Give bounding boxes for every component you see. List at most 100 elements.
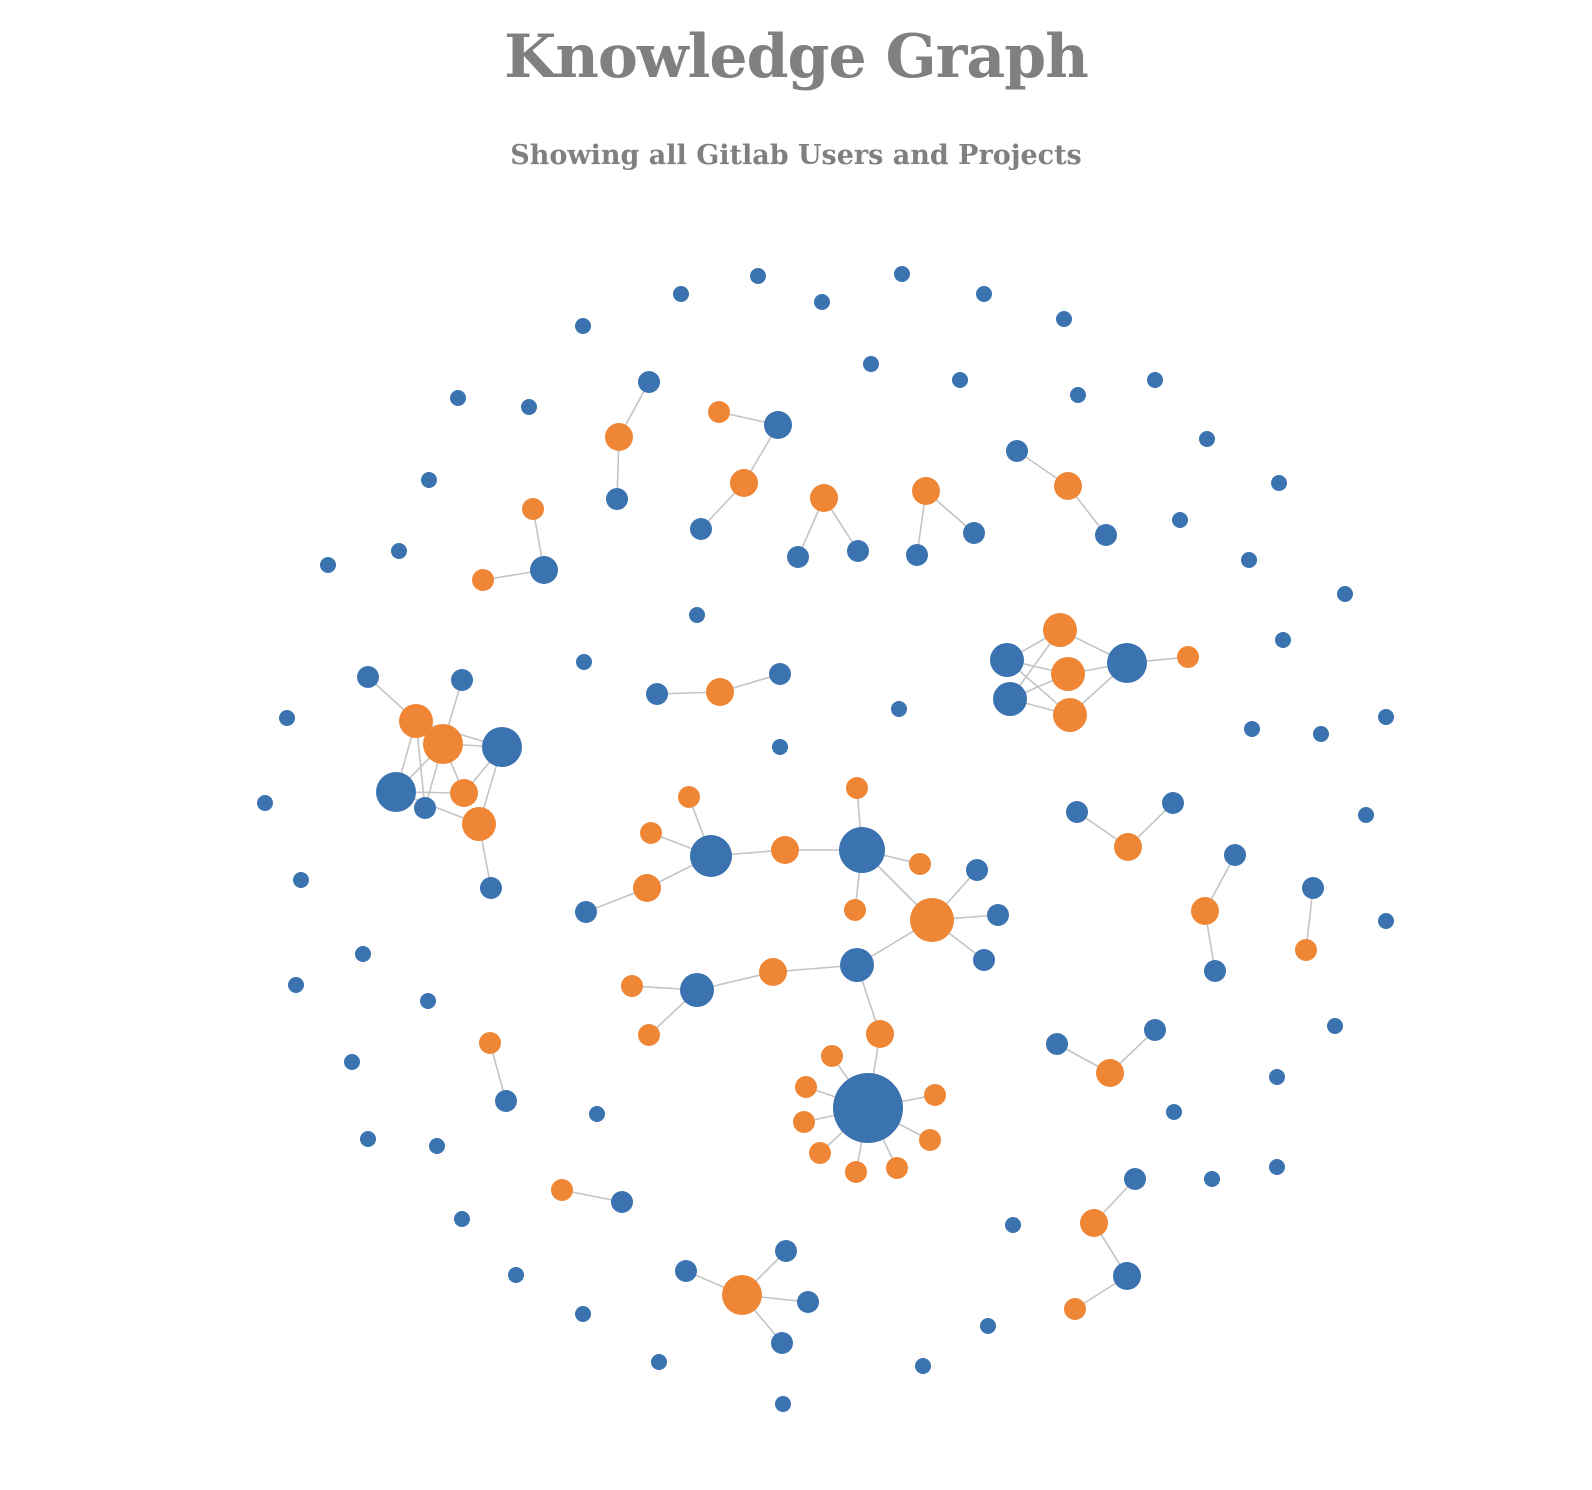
user-node[interactable]: [976, 286, 992, 302]
user-node[interactable]: [990, 643, 1024, 677]
project-node[interactable]: [845, 1161, 867, 1183]
user-node[interactable]: [1107, 643, 1147, 683]
user-node[interactable]: [1172, 512, 1188, 528]
project-node[interactable]: [551, 1179, 573, 1201]
user-node[interactable]: [575, 901, 597, 923]
user-node[interactable]: [1144, 1019, 1166, 1041]
user-node[interactable]: [495, 1090, 517, 1112]
user-node[interactable]: [1378, 913, 1394, 929]
user-node[interactable]: [575, 318, 591, 334]
user-node[interactable]: [772, 739, 788, 755]
user-node[interactable]: [1006, 440, 1028, 462]
user-node[interactable]: [764, 411, 792, 439]
project-node[interactable]: [1053, 698, 1087, 732]
project-node[interactable]: [910, 898, 954, 942]
user-node[interactable]: [1199, 431, 1215, 447]
user-node[interactable]: [894, 266, 910, 282]
user-node[interactable]: [320, 557, 336, 573]
user-node[interactable]: [797, 1291, 819, 1313]
user-node[interactable]: [606, 488, 628, 510]
user-node[interactable]: [769, 663, 791, 685]
user-node[interactable]: [482, 727, 522, 767]
project-node[interactable]: [462, 807, 496, 841]
user-node[interactable]: [1269, 1069, 1285, 1085]
user-node[interactable]: [376, 772, 416, 812]
project-node[interactable]: [866, 1020, 894, 1048]
user-node[interactable]: [1162, 792, 1184, 814]
project-node[interactable]: [423, 724, 463, 764]
project-node[interactable]: [706, 678, 734, 706]
project-node[interactable]: [886, 1157, 908, 1179]
user-node[interactable]: [1124, 1168, 1146, 1190]
user-node[interactable]: [421, 472, 437, 488]
user-node[interactable]: [906, 544, 928, 566]
project-node[interactable]: [640, 822, 662, 844]
user-node[interactable]: [391, 543, 407, 559]
project-node[interactable]: [793, 1111, 815, 1133]
project-node[interactable]: [771, 836, 799, 864]
user-node[interactable]: [963, 522, 985, 544]
project-node[interactable]: [924, 1084, 946, 1106]
user-node[interactable]: [293, 872, 309, 888]
user-node[interactable]: [987, 904, 1009, 926]
project-node[interactable]: [810, 484, 838, 512]
user-node[interactable]: [690, 518, 712, 540]
user-node[interactable]: [847, 540, 869, 562]
user-node[interactable]: [1066, 801, 1088, 823]
user-node[interactable]: [454, 1211, 470, 1227]
project-node[interactable]: [638, 1024, 660, 1046]
user-node[interactable]: [980, 1318, 996, 1334]
user-node[interactable]: [1378, 709, 1394, 725]
project-node[interactable]: [795, 1076, 817, 1098]
user-node[interactable]: [839, 827, 885, 873]
user-node[interactable]: [775, 1240, 797, 1262]
user-node[interactable]: [1224, 844, 1246, 866]
project-node[interactable]: [472, 569, 494, 591]
project-node[interactable]: [821, 1045, 843, 1067]
user-node[interactable]: [1271, 475, 1287, 491]
user-node[interactable]: [1056, 311, 1072, 327]
project-node[interactable]: [633, 874, 661, 902]
user-node[interactable]: [1337, 586, 1353, 602]
project-node[interactable]: [846, 777, 868, 799]
project-node[interactable]: [1096, 1059, 1124, 1087]
project-node[interactable]: [450, 779, 478, 807]
project-node[interactable]: [919, 1129, 941, 1151]
user-node[interactable]: [576, 654, 592, 670]
user-node[interactable]: [680, 973, 714, 1007]
user-node[interactable]: [689, 607, 705, 623]
user-node[interactable]: [288, 977, 304, 993]
user-node[interactable]: [429, 1138, 445, 1154]
user-node[interactable]: [651, 1354, 667, 1370]
user-node[interactable]: [771, 1332, 793, 1354]
user-node[interactable]: [1147, 372, 1163, 388]
user-node[interactable]: [840, 948, 874, 982]
project-node[interactable]: [1177, 646, 1199, 668]
user-node[interactable]: [451, 669, 473, 691]
user-node[interactable]: [480, 877, 502, 899]
user-node[interactable]: [1275, 632, 1291, 648]
user-node[interactable]: [891, 701, 907, 717]
user-node[interactable]: [279, 710, 295, 726]
project-node[interactable]: [759, 958, 787, 986]
user-node[interactable]: [1204, 1171, 1220, 1187]
user-node[interactable]: [915, 1358, 931, 1374]
user-node[interactable]: [1269, 1159, 1285, 1175]
user-node[interactable]: [973, 949, 995, 971]
user-node[interactable]: [638, 371, 660, 393]
user-node[interactable]: [952, 372, 968, 388]
user-node[interactable]: [690, 835, 732, 877]
project-node[interactable]: [844, 899, 866, 921]
project-node[interactable]: [1054, 472, 1082, 500]
user-node[interactable]: [508, 1267, 524, 1283]
user-node[interactable]: [775, 1396, 791, 1412]
user-node[interactable]: [833, 1073, 903, 1143]
user-node[interactable]: [1241, 552, 1257, 568]
user-node[interactable]: [675, 1260, 697, 1282]
project-node[interactable]: [605, 423, 633, 451]
user-node[interactable]: [1358, 807, 1374, 823]
user-node[interactable]: [1070, 387, 1086, 403]
user-node[interactable]: [1046, 1033, 1068, 1055]
user-node[interactable]: [750, 268, 766, 284]
project-node[interactable]: [722, 1275, 762, 1315]
